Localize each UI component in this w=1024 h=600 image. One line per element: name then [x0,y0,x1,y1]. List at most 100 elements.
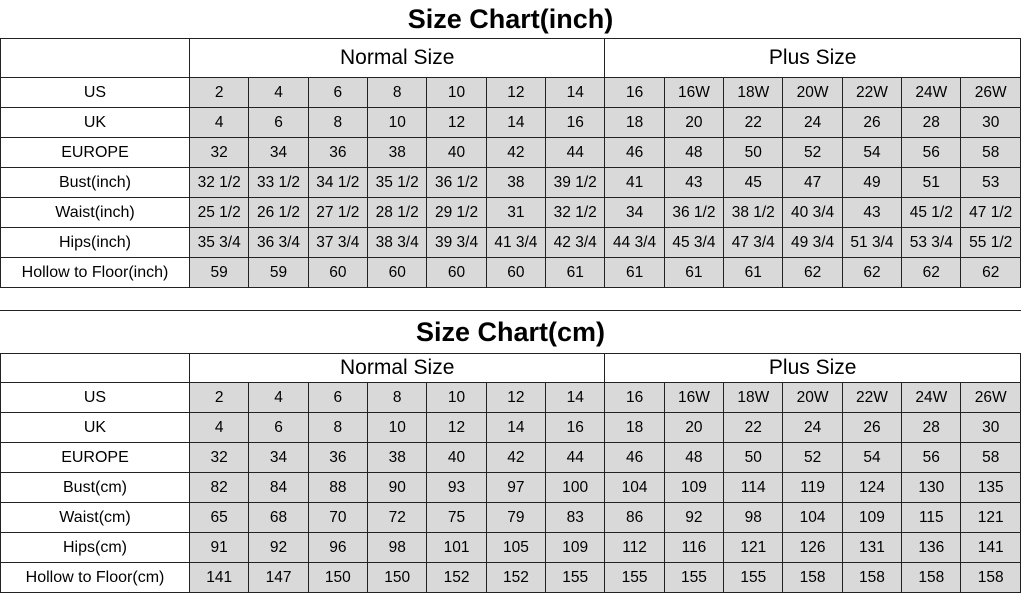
value-cell: 50 [723,442,784,473]
table-row: Hollow to Floor(inch) 59 59 60 60 60 60 61 61 61 6… [0,257,1021,288]
value-cell: 60 [485,257,547,288]
value-cell: 39 1/2 [545,167,606,198]
value-cell: 40 3/4 [782,197,843,228]
value-cell: 16 [604,77,665,108]
value-cell: 18 [604,412,665,443]
chart-title: Size Chart(inch) [407,4,614,34]
value-cell: 158 [841,562,903,593]
value-cell: 20 [663,412,725,443]
value-cell: 116 [663,532,725,563]
value-cell: 41 [604,167,665,198]
table-row: Waist(inch) 25 1/2 26 1/2 27 1/2 28 1/2 29 1/… [0,197,1021,228]
value-cell: 6 [248,107,309,138]
value-cell: 27 1/2 [307,197,369,228]
value-cell: 10 [426,382,487,413]
value-cell: 49 3/4 [782,227,843,258]
value-cell: 4 [188,107,250,138]
value-cell: 36 [307,137,369,168]
value-cell: 38 [485,167,547,198]
table-row: Bust(cm) 82 84 88 90 93 97 100 104 109 114 119 124 13… [0,472,1021,503]
value-cell: 24 [782,412,843,443]
value-cell: 16W [663,382,725,413]
value-cell: 155 [604,562,665,593]
value-cell: 38 [367,442,428,473]
value-cell: 114 [723,472,784,503]
table-row: Hollow to Floor(cm) 141 147 150 150 152 152 155… [0,562,1021,593]
value-cell: 54 [841,137,903,168]
value-cell: 51 [901,167,962,198]
value-cell: 45 [723,167,784,198]
value-cell: 26 1/2 [248,197,309,228]
value-cell: 31 [485,197,547,228]
value-cell: 35 1/2 [367,167,428,198]
value-cell: 93 [426,472,487,503]
value-cell: 47 3/4 [723,227,784,258]
value-cell: 158 [901,562,962,593]
value-cell: 28 [901,107,962,138]
table-row: Hips(inch) 35 3/4 36 3/4 37 3/4 38 3/4 39 3/4… [0,227,1021,258]
value-cell: 60 [307,257,369,288]
value-cell: 18W [723,382,784,413]
value-cell: 155 [663,562,725,593]
value-cell: 34 [604,197,665,228]
value-cell: 12 [485,77,547,108]
value-cell: 33 1/2 [248,167,309,198]
value-cell: 30 [960,107,1021,138]
size-chart-cm: Size Chart(cm) Normal Size Plus Size US 2 4 6… [0,310,1021,593]
row-label: EUROPE [0,442,190,473]
row-label: Hollow to Floor(cm) [0,562,190,593]
value-cell: 62 [960,257,1021,288]
value-cell: 101 [426,532,487,563]
value-cell: 26W [960,382,1021,413]
size-chart-inch: Size Chart(inch) Normal Size Plus Size US 2… [0,0,1021,288]
value-cell: 26 [841,412,903,443]
value-cell: 59 [248,257,309,288]
value-cell: 109 [841,502,903,533]
value-cell: 34 1/2 [307,167,369,198]
value-cell: 32 1/2 [188,167,250,198]
value-cell: 83 [545,502,606,533]
value-cell: 121 [723,532,784,563]
value-cell: 10 [367,107,428,138]
value-cell: 43 [841,197,903,228]
row-label: Hips(inch) [0,227,190,258]
value-cell: 16W [663,77,725,108]
value-cell: 29 1/2 [426,197,487,228]
value-cell: 158 [782,562,843,593]
value-cell: 62 [782,257,843,288]
value-cell: 20 [663,107,725,138]
value-cell: 72 [367,502,428,533]
value-cell: 51 3/4 [841,227,903,258]
value-cell: 58 [960,137,1021,168]
value-cell: 60 [367,257,428,288]
value-cell: 61 [604,257,665,288]
table-row: US 2 4 6 8 10 12 14 16 16W 18W 20W 22W 24W 26W [0,382,1021,413]
group-header: Normal Size [188,353,606,383]
value-cell: 96 [307,532,369,563]
value-cell: 56 [901,137,962,168]
value-cell: 52 [782,137,843,168]
value-cell: 44 [545,137,606,168]
value-cell: 75 [426,502,487,533]
value-cell: 6 [307,77,369,108]
value-cell: 104 [782,502,843,533]
value-cell: 105 [485,532,547,563]
value-cell: 84 [248,472,309,503]
value-cell: 119 [782,472,843,503]
value-cell: 58 [960,442,1021,473]
value-cell: 47 1/2 [960,197,1021,228]
value-cell: 92 [248,532,309,563]
value-cell: 141 [960,532,1021,563]
value-cell: 38 [367,137,428,168]
value-cell: 42 [485,442,547,473]
row-label: Hips(cm) [0,532,190,563]
value-cell: 100 [545,472,606,503]
row-label: Bust(cm) [0,472,190,503]
table-row: EUROPE 32 34 36 38 40 42 44 46 48 50 52 54 56 58 [0,442,1021,473]
value-cell: 68 [248,502,309,533]
table-row: Bust(inch) 32 1/2 33 1/2 34 1/2 35 1/2 36 1/2… [0,167,1021,198]
value-cell: 43 [663,167,725,198]
value-cell: 98 [723,502,784,533]
value-cell: 35 3/4 [188,227,250,258]
value-cell: 32 [188,442,250,473]
